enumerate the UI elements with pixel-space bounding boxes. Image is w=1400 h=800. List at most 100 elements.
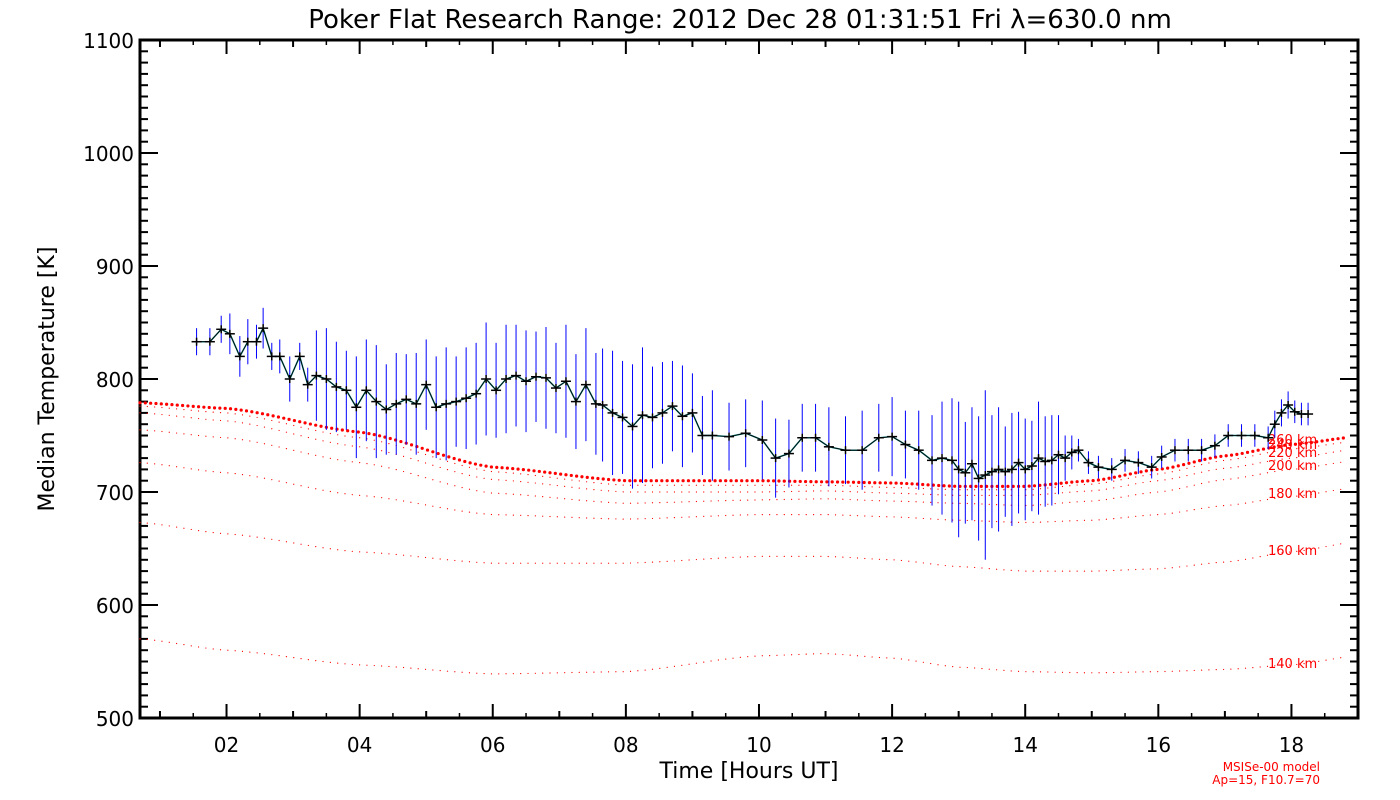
model-dot: [212, 406, 217, 410]
model-dot: [564, 485, 566, 488]
model-line: [139, 405, 1342, 491]
model-dot: [1332, 451, 1334, 453]
model-dot: [175, 403, 179, 407]
model-dot: [883, 481, 888, 485]
model-dot: [651, 517, 654, 520]
model-dot: [1120, 496, 1122, 498]
model-dot: [1318, 445, 1320, 447]
model-dot: [322, 489, 324, 491]
model-dot: [578, 562, 580, 564]
model-dot: [622, 518, 624, 520]
model-dot: [725, 491, 727, 493]
model-dot: [783, 555, 785, 558]
model-dot: [607, 518, 610, 520]
model-dot: [1244, 464, 1247, 467]
model-dot: [219, 436, 222, 439]
model-dot: [543, 470, 547, 474]
model-dot: [278, 421, 280, 423]
model-dot: [468, 466, 471, 468]
model-dot: [1113, 671, 1115, 674]
model-dot: [820, 514, 822, 516]
model-dot: [761, 484, 763, 486]
model-dot: [241, 534, 244, 536]
model-dot: [1127, 671, 1129, 673]
model-dot: [1164, 513, 1166, 515]
model-dot: [908, 516, 910, 519]
model-dot: [686, 479, 691, 483]
model-dot: [424, 462, 427, 464]
model-dot: [1288, 457, 1291, 459]
model-dot: [688, 501, 690, 503]
model-dot: [1200, 563, 1203, 565]
model-dot: [410, 501, 412, 503]
model-dot: [1171, 512, 1173, 514]
model-dot: [1149, 514, 1151, 516]
model-dot: [1022, 484, 1026, 488]
model-dot: [249, 423, 251, 425]
model-dot: [1061, 485, 1064, 488]
model-dot: [489, 465, 494, 469]
model-dot: [981, 489, 983, 491]
model-dot: [622, 502, 624, 504]
model-dot: [820, 484, 822, 486]
model-dot: [373, 464, 375, 466]
model-dot: [681, 479, 685, 483]
model-dot: [1193, 473, 1195, 475]
model-dot: [1047, 570, 1049, 572]
model-dot: [303, 421, 307, 425]
model-dot: [1340, 543, 1342, 545]
model-dot: [915, 561, 917, 563]
model-dot: [446, 460, 449, 462]
model-dot: [516, 467, 520, 471]
model-dot: [878, 486, 881, 488]
model-dot: [293, 433, 295, 435]
model-dot: [659, 667, 661, 669]
model-dot: [410, 667, 412, 669]
model-dot: [512, 493, 514, 495]
model-dot: [234, 473, 236, 475]
model-dot: [937, 518, 939, 520]
model-dot: [476, 561, 478, 563]
model-dot: [1134, 471, 1138, 475]
model-dot: [607, 562, 610, 564]
model-dot: [981, 503, 983, 505]
model-dot: [1083, 500, 1086, 502]
model-dot: [651, 484, 654, 486]
model-dot: [644, 491, 646, 493]
model-dot: [740, 479, 744, 483]
model-dot: [417, 502, 419, 505]
model-dot: [1331, 437, 1335, 442]
model-dot: [1105, 518, 1108, 520]
model-dot: [1266, 665, 1269, 667]
model-dot: [1179, 670, 1181, 672]
model-dot: [168, 414, 170, 416]
model-dot: [1325, 444, 1327, 446]
model-dot: [1107, 476, 1111, 480]
model-dot: [139, 638, 141, 640]
x-tick-label: 14: [1012, 733, 1037, 757]
model-dot: [1112, 475, 1116, 479]
model-dot: [276, 415, 281, 419]
model-dot: [1128, 472, 1132, 476]
model-dot: [637, 484, 639, 486]
model-dot: [527, 562, 529, 564]
model-dot: [761, 479, 765, 483]
model-dot: [300, 658, 302, 660]
model-dot: [373, 552, 375, 554]
model-dot: [578, 517, 580, 519]
model-dot: [154, 639, 156, 641]
model-dot: [564, 672, 566, 674]
model-dot: [629, 502, 632, 504]
model-dot: [454, 559, 456, 562]
model-dot: [776, 499, 778, 501]
model-dot: [219, 419, 222, 422]
model-dot: [666, 484, 668, 486]
model-dot: [1274, 665, 1276, 667]
model-dot: [197, 469, 200, 471]
model-dot: [571, 562, 573, 564]
y-tick-label: 800: [96, 368, 134, 392]
model-dot: [498, 471, 500, 473]
model-dot: [1261, 447, 1266, 451]
model-dot: [1340, 461, 1342, 463]
model-dot: [886, 559, 888, 561]
